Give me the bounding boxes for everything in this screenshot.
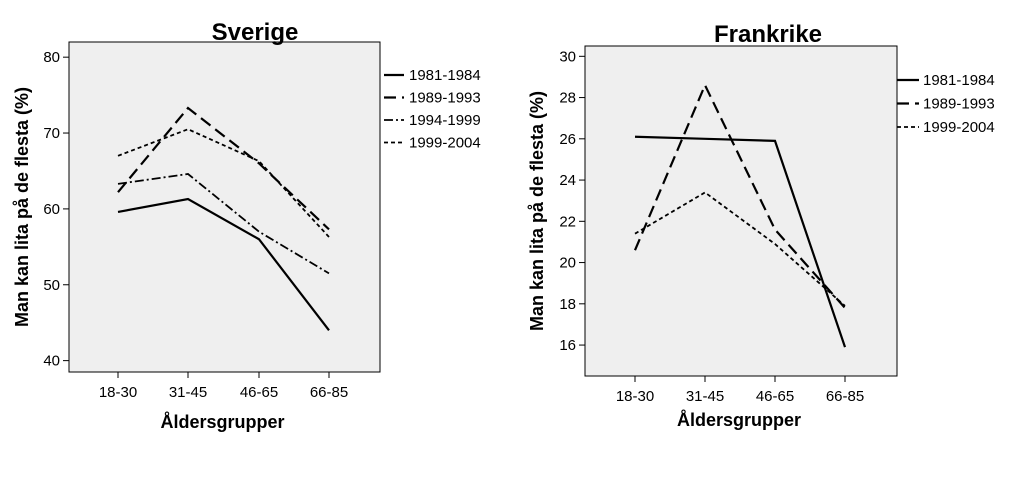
chart1-x-tick-label: 31-45 xyxy=(169,384,207,401)
chart1-y-tick-label: 50 xyxy=(43,277,60,294)
chart2-x-tick-label: 31-45 xyxy=(686,388,724,405)
chart1-y-axis-label: Man kan lita på de flesta (%) xyxy=(12,87,32,327)
chart1-legend-label: 1994-1999 xyxy=(409,112,481,129)
chart1-x-axis-label: Åldersgrupper xyxy=(160,412,284,432)
chart2-y-axis-label: Man kan lita på de flesta (%) xyxy=(527,91,547,331)
chart2-y-tick-label: 16 xyxy=(559,337,576,354)
chart1-y-tick-label: 70 xyxy=(43,125,60,142)
chart1-title: Sverige xyxy=(212,19,299,46)
chart1-legend-label: 1981-1984 xyxy=(409,67,481,84)
chart2-legend-label: 1989-1993 xyxy=(923,96,995,113)
chart1-legend-label: 1989-1993 xyxy=(409,90,481,107)
chart2-x-axis-label: Åldersgrupper xyxy=(677,410,801,430)
chart1-y-tick-label: 60 xyxy=(43,201,60,218)
chart2-y-tick-label: 30 xyxy=(559,48,576,65)
chart2-y-tick-label: 20 xyxy=(559,255,576,272)
chart1-plot-area xyxy=(68,41,381,373)
chart1-series-1981-1984 xyxy=(117,197,330,331)
chart1-x-tick-label: 46-65 xyxy=(240,384,278,401)
chart2-plot-area xyxy=(584,45,898,377)
chart2-legend-label: 1999-2004 xyxy=(923,119,995,136)
chart1-series-1989-1993 xyxy=(117,106,330,231)
chart1-series-1994-1999 xyxy=(117,173,330,275)
chart1-x-tick-label: 66-85 xyxy=(310,384,348,401)
chart2-series-1989-1993 xyxy=(633,82,846,309)
chart1-y-tick-label: 80 xyxy=(43,49,60,66)
chart2-y-tick-label: 22 xyxy=(559,213,576,230)
chart2-y-tick-label: 28 xyxy=(559,90,576,107)
chart1-x-tick-label: 18-30 xyxy=(99,384,137,401)
chart2-legend-label: 1981-1984 xyxy=(923,72,995,89)
chart2-x-tick-label: 46-65 xyxy=(756,388,794,405)
chart1-legend-label: 1999-2004 xyxy=(409,135,481,152)
chart2-y-tick-label: 24 xyxy=(559,172,576,189)
chart2-x-tick-label: 18-30 xyxy=(616,388,654,405)
chart2-title: Frankrike xyxy=(714,21,822,48)
chart2-x-tick-label: 66-85 xyxy=(826,388,864,405)
chart1-series-1999-2004 xyxy=(117,128,330,238)
chart2-y-tick-label: 18 xyxy=(559,296,576,313)
chart2-y-tick-label: 26 xyxy=(559,131,576,148)
chart1-y-tick-label: 40 xyxy=(43,353,60,370)
chart2-series-1981-1984 xyxy=(634,135,847,348)
